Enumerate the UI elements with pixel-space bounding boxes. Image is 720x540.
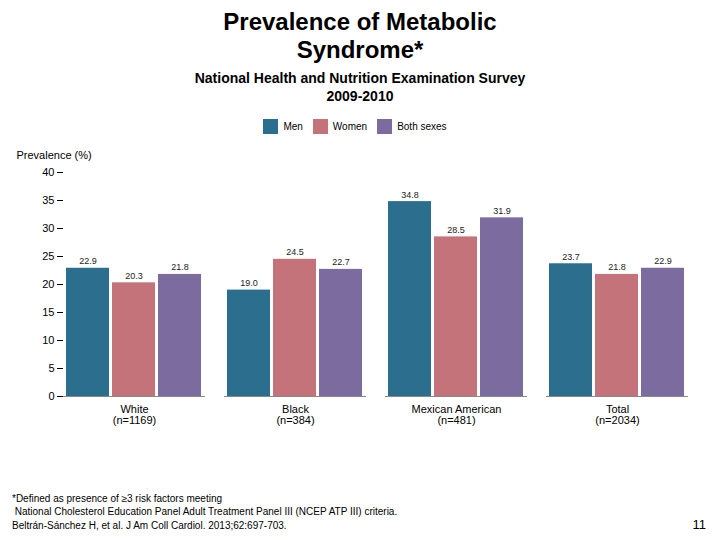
html-text:Prevalence of Metabolic Syndro: Prevalence of Metabolic Syndrome* <box>223 8 497 63</box>
svg-text:21.8: 21.8 <box>608 262 626 272</box>
svg-text:21.8: 21.8 <box>171 262 189 272</box>
svg-text:23.7: 23.7 <box>562 251 580 261</box>
svg-text:Mexican American(n=481): Mexican American(n=481) <box>412 403 502 426</box>
html-text:National Cholesterol Education: National Cholesterol Education Panel Adu… <box>12 506 398 517</box>
svg-text:28.5: 28.5 <box>447 224 465 234</box>
svg-text:24.5: 24.5 <box>286 247 304 257</box>
svg-text:20: 20 <box>42 278 54 290</box>
svg-text:35: 35 <box>42 194 54 206</box>
svg-text:White(n=1169): White(n=1169) <box>113 403 157 426</box>
html-text:Both sexes: Both sexes <box>397 120 447 132</box>
svg-text:40: 40 <box>42 166 54 178</box>
html-text:*Defined as presence of ≥3 ris: *Defined as presence of ≥3 risk factors … <box>12 492 222 504</box>
svg-text:0: 0 <box>48 390 54 402</box>
svg-text:30: 30 <box>42 222 54 234</box>
svg-text:25: 25 <box>42 250 54 262</box>
svg-text:15: 15 <box>42 306 54 318</box>
svg-text:10: 10 <box>42 334 54 346</box>
svg-text:22.9: 22.9 <box>654 256 672 266</box>
svg-text:5: 5 <box>48 362 54 374</box>
svg-text:20.3: 20.3 <box>125 270 143 280</box>
svg-text:31.9: 31.9 <box>493 205 511 215</box>
svg-text:22.7: 22.7 <box>332 257 350 267</box>
html-text:Beltrán-Sánchez H, et al. J Am: Beltrán-Sánchez H, et al. J Am Coll Card… <box>12 519 287 531</box>
svg-text:34.8: 34.8 <box>401 189 419 199</box>
svg-text:22.9: 22.9 <box>79 256 97 266</box>
html-text:Men: Men <box>283 120 303 132</box>
html-text:11: 11 <box>692 517 706 532</box>
svg-text:Total(n=2034): Total(n=2034) <box>595 403 639 426</box>
svg-text:Prevalence (%): Prevalence (%) <box>17 149 92 161</box>
html-text:National Health and Nutrition: National Health and Nutrition Examinatio… <box>194 70 526 105</box>
svg-text:Black(n=384): Black(n=384) <box>276 403 314 426</box>
svg-text:19.0: 19.0 <box>240 278 258 288</box>
html-text:Women: Women <box>332 120 368 132</box>
